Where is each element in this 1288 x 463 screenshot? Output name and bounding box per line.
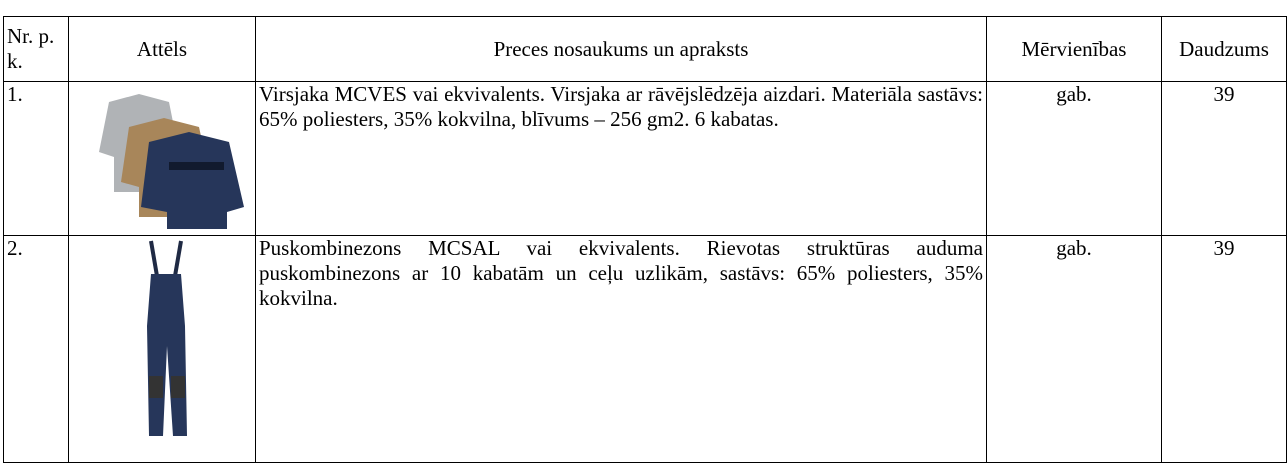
row-number: 1.: [4, 82, 69, 236]
header-cell: Daudzums: [1162, 17, 1287, 82]
page: Nr. p. k. Attēls Preces nosaukums un apr…: [0, 0, 1288, 434]
product-table: Nr. p. k. Attēls Preces nosaukums un apr…: [3, 16, 1287, 463]
row: 2. Puskombinezons MCSAL vai ekvivalents.…: [4, 236, 1287, 463]
header-cell: Mērvienības: [987, 17, 1162, 82]
unit: gab.: [987, 82, 1162, 236]
quantity: 39: [1162, 236, 1287, 463]
description: Virsjaka MCVES vai ekvivalents. Virsjaka…: [256, 82, 987, 236]
jacket-image: [69, 82, 255, 229]
header-cell: Preces nosaukums un apraksts: [256, 17, 987, 82]
image-cell: [69, 82, 256, 236]
row: 1. Virsjaka MCVES vai ekvivalents. Virsj…: [4, 82, 1287, 236]
overalls-image: [69, 236, 255, 456]
image-cell: [69, 236, 256, 463]
quantity: 39: [1162, 82, 1287, 236]
description: Puskombinezons MCSAL vai ekvivalents. Ri…: [256, 236, 987, 463]
header-row: Nr. p. k. Attēls Preces nosaukums un apr…: [4, 17, 1287, 82]
header-cell: Nr. p. k.: [4, 17, 69, 82]
header-cell: Attēls: [69, 17, 256, 82]
unit: gab.: [987, 236, 1162, 463]
row-number: 2.: [4, 236, 69, 463]
